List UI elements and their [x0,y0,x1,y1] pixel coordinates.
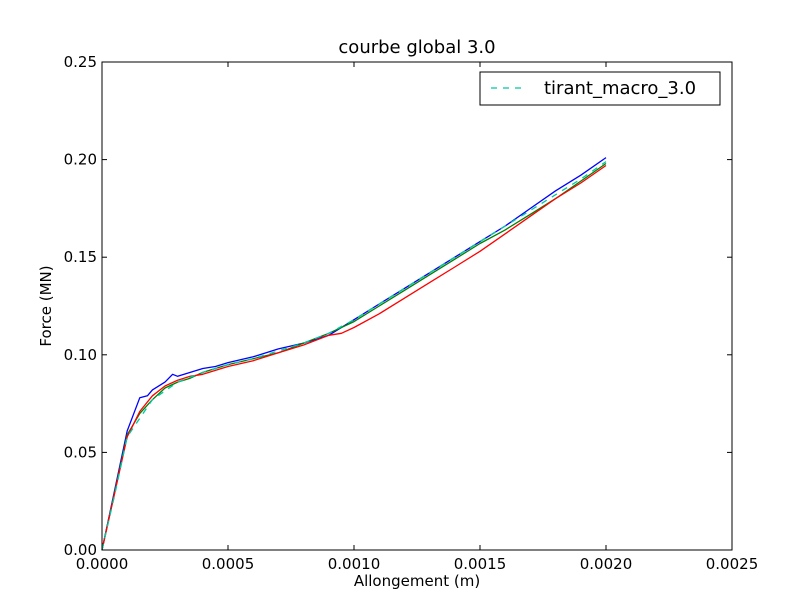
x-tick-label: 0.0015 [454,555,507,573]
x-tick-label: 0.0025 [706,555,759,573]
ticks: 0.0000 0.0005 0.0010 0.0015 0.0020 0.0025 0.00… [64,53,759,573]
y-tick-label: 0.25 [64,53,97,71]
y-tick-label: 0.00 [64,541,97,559]
y-tick-label: 0.15 [64,248,97,266]
legend-label: tirant_macro_3.0 [544,78,696,99]
x-tick-label: 0.0000 [76,555,129,573]
plot-lines [101,157,607,551]
y-tick-label: 0.10 [64,346,97,364]
y-tick-label: 0.20 [64,151,97,169]
x-tick-label: 0.0005 [202,555,255,573]
series-line-1 [101,157,607,551]
x-tick-label: 0.0020 [580,555,633,573]
y-axis-label: Force (MN) [37,265,55,346]
series-line-4 [101,161,607,551]
x-tick-label: 0.0010 [328,555,381,573]
series-line-3 [101,164,607,551]
y-tick-label: 0.05 [64,443,97,461]
legend: tirant_macro_3.0 [479,71,721,106]
chart-title: courbe global 3.0 [338,37,495,58]
series-line-2 [101,162,607,551]
plot-frame [101,61,733,551]
x-axis-label: Allongement (m) [354,572,480,590]
